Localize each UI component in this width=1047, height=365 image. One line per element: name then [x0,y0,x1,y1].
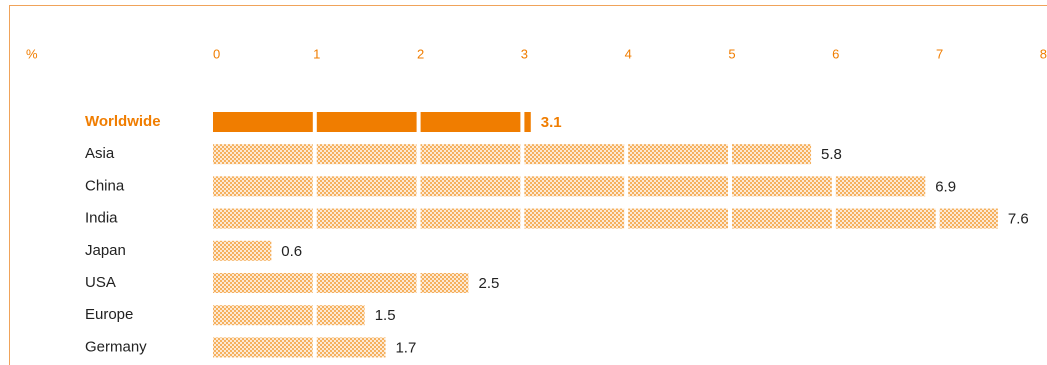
value-label: 7.6 [1008,211,1029,228]
x-tick-label: 6 [832,46,839,61]
bar-segment [316,337,386,358]
bar [213,144,812,165]
bars [213,112,998,358]
category-label: USA [85,274,116,291]
category-label: India [85,210,118,227]
category-label: Worldwide [85,113,161,130]
bar [213,112,531,132]
bar-segment [420,273,469,293]
value-label: 1.7 [395,339,416,356]
bar [213,305,365,326]
bar-segment [316,208,417,229]
bar-segment [316,305,365,326]
bar-segment [939,208,998,229]
bar [213,273,469,293]
bar-segment [213,208,313,229]
category-label: Asia [85,145,115,162]
x-tick-label: 3 [521,46,528,61]
bar-segment [835,208,936,229]
bar-segment [420,208,521,229]
x-tick-label: 5 [728,46,735,61]
bar-segment [213,176,313,197]
x-axis: % 0 1 2 3 4 5 6 7 8 [26,46,1047,61]
bar-segment [732,144,812,165]
value-label: 2.5 [479,275,500,292]
x-tick-label: 4 [625,46,632,61]
category-label: Japan [85,242,126,259]
bar-segment [420,176,521,197]
bar [213,176,926,197]
bar-segment [835,176,926,197]
bar-segment [524,208,625,229]
bar-segment [316,144,417,165]
bar-segment [732,176,832,197]
category-label: China [85,177,125,194]
x-tick-label: 0 [213,46,220,61]
bar-segment [213,273,313,293]
x-tick-label: 8 [1040,46,1047,61]
bar-segment [732,208,832,229]
category-label: Europe [85,306,133,323]
x-tick-label: 1 [313,46,320,61]
chart-frame [9,5,1047,365]
bar [213,208,998,229]
bar-segment [213,112,313,132]
x-tick-label: 7 [936,46,943,61]
category-label: Germany [85,338,147,355]
category-labels: Worldwide Asia China India Japan USA Europe Ger… [85,113,161,355]
unit-label: % [26,46,38,61]
bar [213,337,386,358]
bar-segment [213,144,313,165]
value-label: 3.1 [541,114,562,131]
bar-segment [316,273,417,293]
bar-segment [213,305,313,326]
bar-segment [628,176,728,197]
bar-segment [213,240,272,261]
value-label: 6.9 [935,178,956,195]
bar-segment [316,112,417,132]
bar-segment [420,144,521,165]
bar-segment [420,112,521,132]
bar-segment [213,337,313,358]
value-label: 0.6 [281,243,302,260]
bar-segment [628,144,728,165]
x-tick-label: 2 [417,46,424,61]
value-labels: 3.1 5.8 6.9 7.6 0.6 2.5 1.5 1.7 [281,114,1028,356]
bar-segment [524,144,625,165]
bar-segment [524,112,531,132]
bar-segment [628,208,728,229]
bar [213,240,272,261]
value-label: 5.8 [821,146,842,163]
bar-segment [524,176,625,197]
value-label: 1.5 [375,307,396,324]
bar-segment [316,176,417,197]
